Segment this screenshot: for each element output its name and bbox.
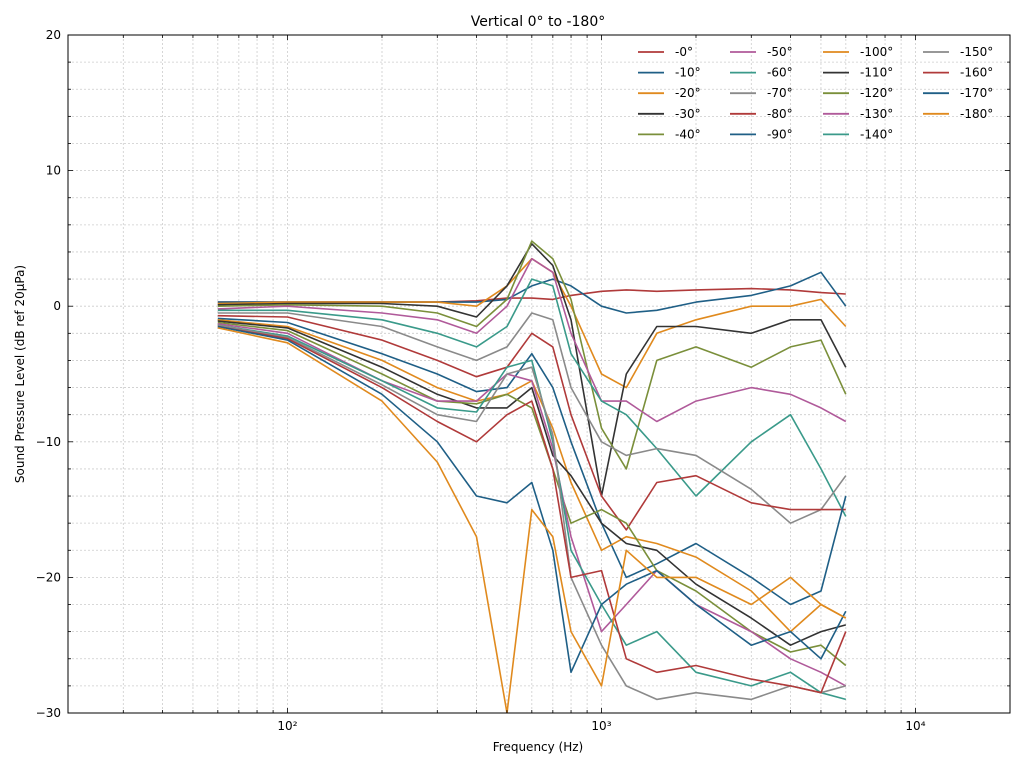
series-line	[217, 278, 847, 517]
legend-label: -40°	[675, 127, 701, 141]
legend-label: -60°	[767, 66, 793, 80]
legend-label: -30°	[675, 107, 701, 121]
legend-label: -120°	[860, 86, 893, 100]
legend-label: -140°	[860, 127, 893, 141]
legend-label: -20°	[675, 86, 701, 100]
y-axis-label: Sound Pressure Level (dB ref 20µPa)	[13, 265, 27, 483]
series-line	[217, 312, 847, 525]
y-tick-label: −30	[36, 706, 61, 720]
series-line	[217, 320, 847, 647]
legend: -0° -10° -20° -30° -40° -50° -60° -70° -80° -90° -…	[638, 45, 993, 141]
legend-label: -150°	[960, 45, 993, 59]
plot-frame	[67, 34, 1011, 714]
x-axis-label: Frequency (Hz)	[493, 740, 584, 754]
series-line	[217, 321, 847, 667]
x-tick-label: 10²	[277, 719, 297, 733]
legend-label: -90°	[767, 127, 793, 141]
y-tick-label: 10	[46, 164, 61, 178]
legend-label: -70°	[767, 86, 793, 100]
series-layer	[217, 240, 847, 713]
x-tick-label: 10³	[591, 719, 611, 733]
y-tick-label: 20	[46, 28, 61, 42]
series-line	[217, 257, 847, 389]
y-tick-label: 0	[53, 299, 61, 313]
ticks: −30 −20 −10 0 10 20 10² 10³ 10⁴	[36, 28, 1011, 733]
y-tick-label: −10	[36, 435, 61, 449]
series-line	[217, 319, 847, 633]
legend-label: -0°	[675, 45, 693, 59]
series-line	[217, 257, 847, 423]
legend-label: -100°	[860, 45, 893, 59]
series-line	[217, 327, 847, 713]
legend-label: -160°	[960, 66, 993, 80]
legend-label: -110°	[860, 66, 893, 80]
series-line	[217, 240, 847, 470]
series-line	[217, 325, 847, 694]
series-line	[217, 243, 847, 497]
x-tick-label: 10⁴	[905, 719, 925, 733]
legend-label: -10°	[675, 66, 701, 80]
legend-label: -170°	[960, 86, 993, 100]
legend-label: -180°	[960, 107, 993, 121]
chart-title: Vertical 0° to -180°	[471, 14, 606, 30]
legend-label: -80°	[767, 107, 793, 121]
y-tick-label: −20	[36, 570, 61, 584]
series-line	[217, 317, 847, 606]
legend-label: -50°	[767, 45, 793, 59]
legend-label: -130°	[860, 107, 893, 121]
series-line	[217, 314, 846, 531]
series-line	[217, 325, 847, 674]
